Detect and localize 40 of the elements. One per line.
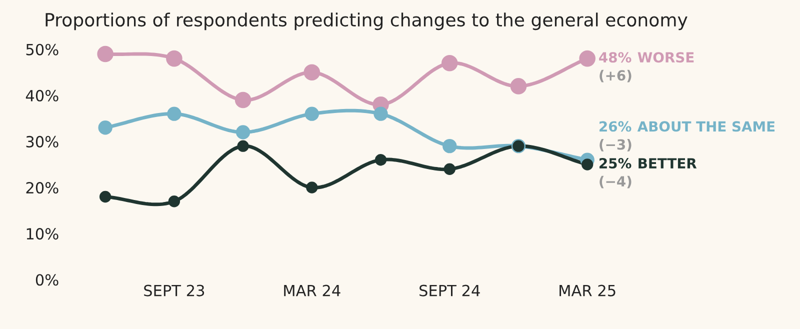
annotation: (+6) (600, 70, 632, 82)
point (442, 138, 457, 154)
chart-title: Proportions of respondents predicting changes to the general economy (46, 12, 688, 30)
point (168, 196, 180, 208)
y-tick-label: 30% (26, 136, 58, 148)
point (236, 125, 250, 140)
point (444, 163, 456, 175)
y-tick-label: 50% (26, 44, 58, 56)
annotation: (−4) (600, 176, 632, 188)
text: ABOUT THE SAME (637, 121, 775, 132)
point (237, 140, 249, 152)
point (304, 106, 319, 121)
annotation: (−3) (600, 139, 632, 152)
data-label: 26% (600, 121, 632, 132)
y-tick-label: 20% (26, 182, 58, 194)
data-label: 25% (600, 158, 632, 169)
point (234, 92, 252, 108)
point (374, 154, 387, 166)
x-tick-label: SEPT 23 (144, 284, 204, 296)
point (579, 50, 596, 67)
point (510, 78, 527, 94)
x-tick-label: MAR 25 (560, 284, 616, 296)
point (304, 64, 320, 81)
point (306, 182, 318, 194)
point (97, 46, 114, 62)
point (99, 190, 112, 203)
x-tick-label: MAR 24 (284, 284, 340, 296)
point (167, 106, 182, 121)
point (374, 106, 388, 121)
data-label: 48% (599, 52, 632, 63)
text: BETTER (638, 158, 697, 168)
point (166, 50, 182, 67)
point (581, 158, 594, 170)
y-tick-label: 10% (26, 228, 58, 240)
x-tick-label: SEPT 24 (420, 284, 480, 296)
text: WORSE (638, 52, 694, 63)
point (441, 55, 458, 72)
y-tick-label: 0% (36, 274, 58, 286)
point (98, 120, 112, 135)
y-tick-label: 40% (26, 90, 58, 102)
